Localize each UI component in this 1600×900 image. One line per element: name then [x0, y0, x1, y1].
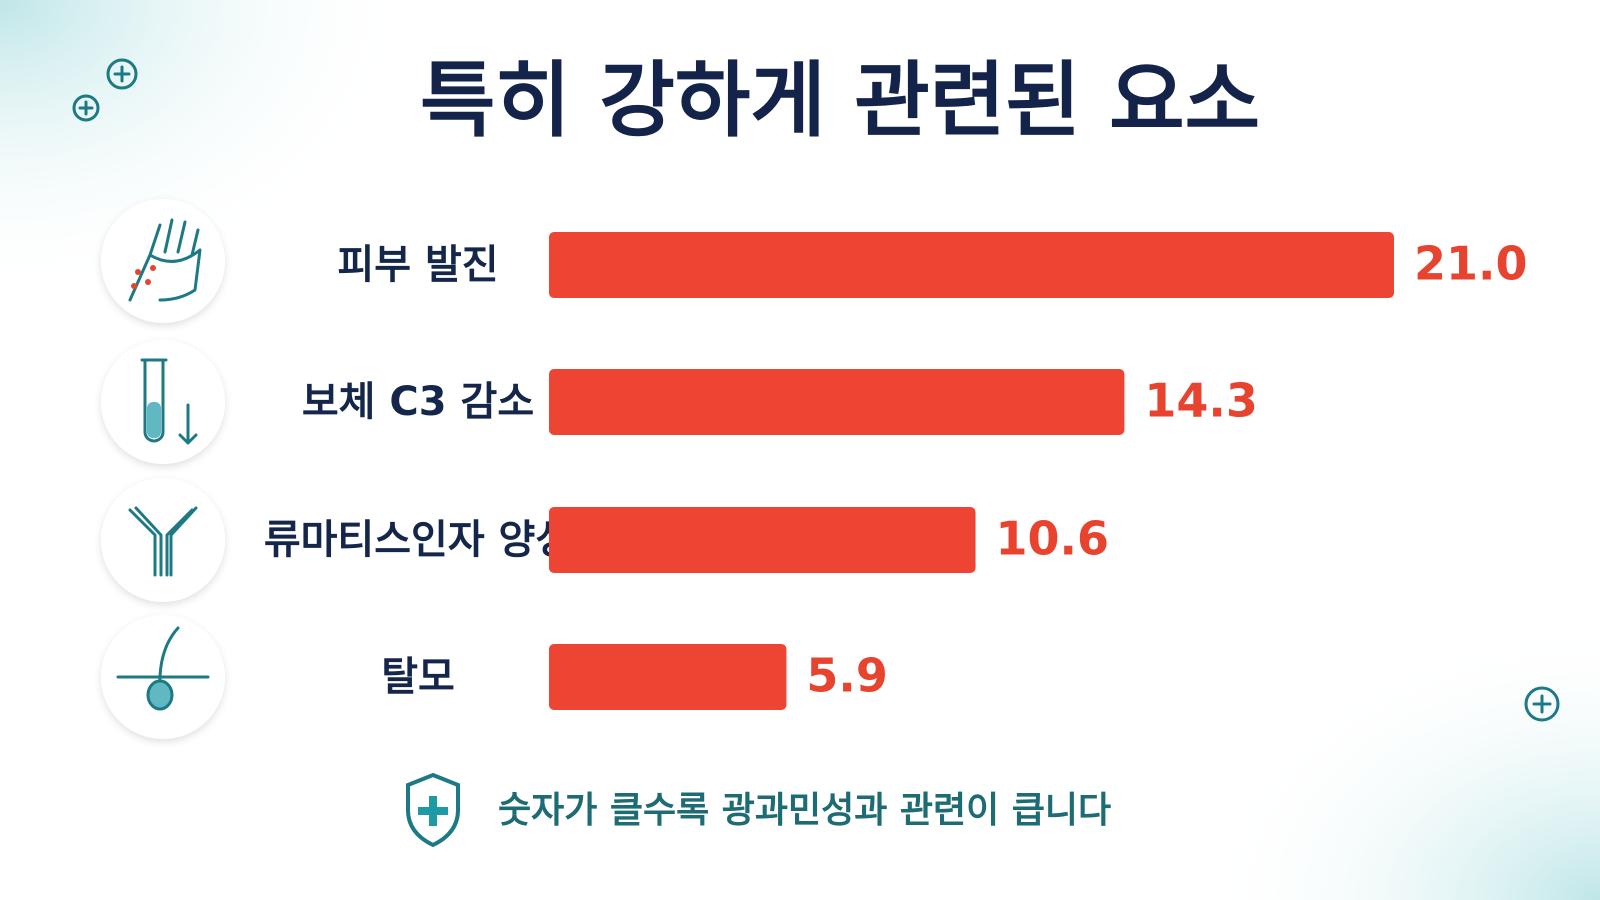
value-label: 14.3 — [1144, 374, 1258, 428]
category-label: 탈모 — [381, 654, 455, 700]
category-label: 류마티스인자 양성 — [264, 517, 572, 563]
bar — [549, 507, 976, 573]
bar — [549, 644, 787, 710]
antibody-icon — [128, 506, 198, 577]
rash-dots — [131, 265, 156, 289]
caption-text: 숫자가 클수록 광과민성과 관련이 큽니다 — [498, 790, 1111, 831]
hand-icon — [128, 218, 202, 302]
category-label: 피부 발진 — [337, 242, 498, 288]
decor-plus — [72, 58, 1560, 722]
category-label: 보체 C3 감소 — [302, 379, 534, 425]
bar — [549, 232, 1394, 298]
category-icons — [101, 199, 225, 739]
value-label: 10.6 — [996, 512, 1110, 566]
icon-circle — [101, 478, 225, 602]
value-label: 5.9 — [806, 649, 888, 703]
caption: 숫자가 클수록 광과민성과 관련이 큽니다 — [406, 772, 1111, 848]
corner-glow — [1200, 620, 1600, 900]
chart-title: 특히 강하게 관련된 요소 — [420, 53, 1260, 148]
value-label: 21.0 — [1414, 237, 1528, 291]
bar — [549, 369, 1125, 435]
follicle — [146, 679, 174, 711]
plus-icon — [418, 796, 448, 826]
shield-icon — [406, 772, 460, 848]
tube-icon — [140, 358, 198, 445]
tube-fluid — [147, 402, 161, 438]
